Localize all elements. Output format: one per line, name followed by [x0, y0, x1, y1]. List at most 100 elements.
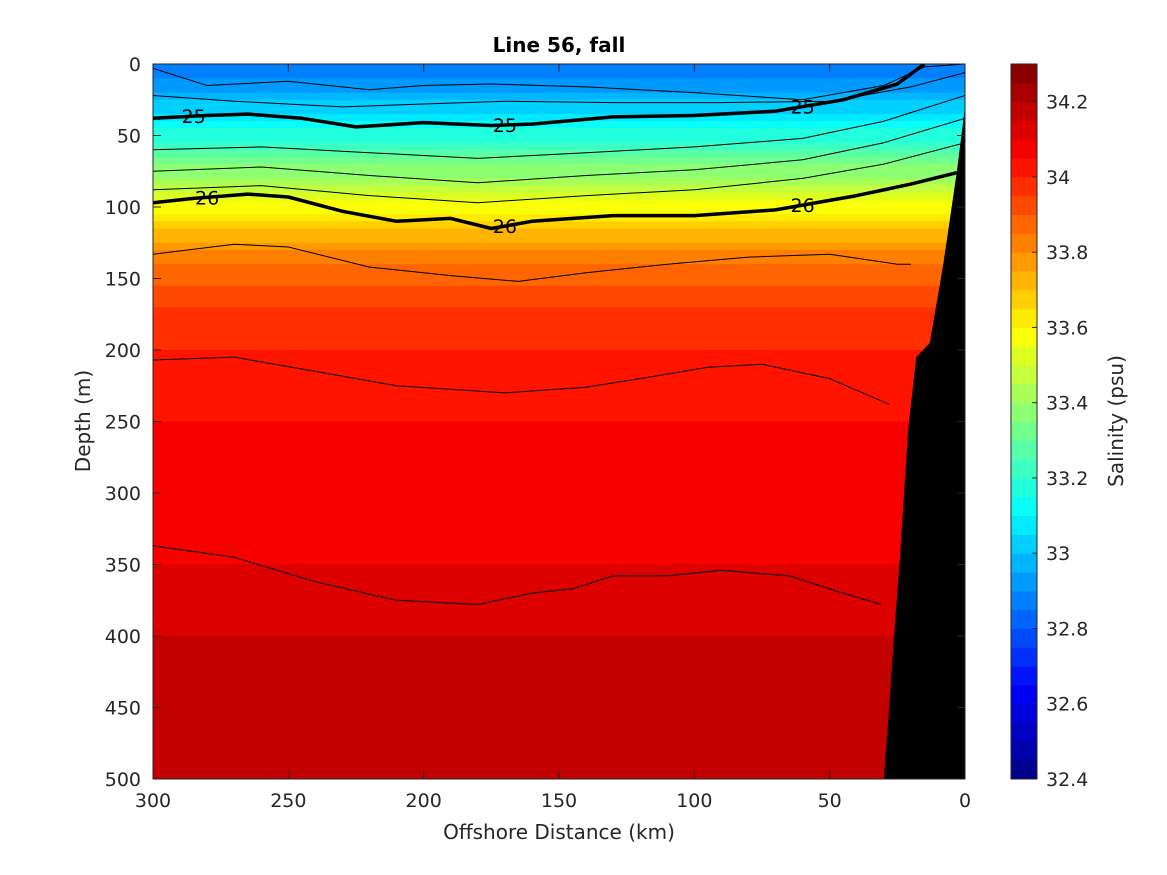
salinity-band [153, 78, 965, 87]
x-axis-label: Offshore Distance (km) [443, 820, 675, 844]
density-contour [153, 356, 890, 405]
salinity-band [153, 164, 965, 172]
salinity-band [153, 71, 965, 79]
density-contour [153, 545, 882, 605]
colorbar-segment [1011, 308, 1037, 328]
salinity-band [153, 385, 965, 394]
salinity-band [153, 736, 965, 744]
colorbar-segment [1011, 64, 1037, 84]
y-tick-label: 300 [105, 483, 141, 505]
salinity-band [153, 92, 965, 101]
salinity-band [153, 121, 965, 129]
colorbar-tick-label: 32.4 [1046, 769, 1088, 791]
salinity-band [153, 643, 965, 651]
salinity-band [153, 714, 965, 723]
salinity-band [153, 557, 965, 566]
salinity-band [153, 199, 965, 208]
salinity-band [153, 407, 965, 415]
colorbar-segment [1011, 176, 1037, 197]
salinity-band [153, 321, 965, 330]
salinity-band [153, 464, 965, 473]
salinity-band [153, 242, 965, 251]
salinity-band [153, 171, 965, 179]
colorbar-ticks: 32.4 32.6 32.8 33 33.2 33.4 33.6 33.8 34 34.2 [1032, 92, 1088, 791]
x-tick-label: 250 [270, 790, 306, 812]
density-contour-bold [153, 171, 958, 231]
salinity-band [153, 249, 965, 258]
colorbar-segment [1011, 741, 1037, 761]
colorbar [1010, 63, 1038, 780]
salinity-band [153, 142, 965, 151]
salinity-band [153, 235, 965, 244]
salinity-band [153, 628, 965, 637]
salinity-band [153, 593, 965, 601]
x-axis-ticks: 300 250 200 150 100 50 0 [135, 64, 971, 812]
salinity-band [153, 457, 965, 465]
salinity-band [153, 357, 965, 365]
density-contour [153, 72, 965, 108]
colorbar-segment [1011, 722, 1037, 742]
y-axis-label: Depth (m) [71, 370, 95, 472]
colorbar-segment [1011, 477, 1037, 498]
colorbar-tick-label: 32.6 [1046, 694, 1088, 716]
salinity-band [153, 671, 965, 680]
colorbar-segment [1011, 534, 1037, 554]
salinity-band [153, 535, 965, 544]
salinity-band [153, 600, 965, 608]
salinity-band [153, 693, 965, 701]
salinity-band [153, 678, 965, 687]
seafloor-bathymetry [875, 106, 965, 779]
contour-label: 26 [195, 187, 219, 209]
contour-label: 25 [791, 97, 815, 119]
salinity-band [153, 192, 965, 201]
salinity-band [153, 114, 965, 122]
density-contour [153, 95, 965, 159]
colorbar-segment [1011, 101, 1037, 121]
colorbar-tick-label: 34 [1046, 167, 1070, 189]
colorbar-label: Salinity (psu) [1104, 355, 1128, 487]
y-tick-label: 200 [105, 340, 141, 362]
salinity-band [153, 135, 965, 144]
y-tick-label: 100 [105, 197, 141, 219]
colorbar-tick-label: 33.2 [1046, 468, 1088, 490]
salinity-band [153, 278, 965, 287]
salinity-band [153, 743, 965, 751]
salinity-band [153, 414, 965, 423]
salinity-band [153, 650, 965, 659]
density-contour [153, 117, 965, 184]
colorbar-tick-label: 33.4 [1046, 393, 1088, 415]
salinity-band [153, 350, 965, 358]
colorbar-segment [1011, 496, 1037, 517]
salinity-band [153, 292, 965, 301]
salinity-band [153, 106, 965, 115]
salinity-band [153, 378, 965, 387]
colorbar-segment [1011, 647, 1037, 667]
x-tick-label: 0 [959, 790, 971, 812]
salinity-band [153, 428, 965, 437]
colorbar-segment [1011, 365, 1037, 385]
salinity-band [153, 285, 965, 294]
colorbar-segment [1011, 82, 1037, 103]
colorbar-segment [1011, 233, 1037, 253]
x-tick-label: 100 [676, 790, 712, 812]
colorbar-segment [1011, 572, 1037, 592]
colorbar-segment [1011, 289, 1037, 310]
salinity-band [153, 400, 965, 408]
y-axis-ticks: 0 50 100 150 200 250 300 350 400 450 500 [105, 54, 965, 791]
y-tick-label: 50 [117, 126, 141, 148]
salinity-band [153, 750, 965, 759]
colorbar-tick-label: 32.8 [1046, 618, 1088, 640]
salinity-band [153, 271, 965, 280]
colorbar-segment [1011, 590, 1037, 611]
colorbar-segment [1011, 270, 1037, 291]
salinity-band [153, 493, 965, 501]
density-contour [153, 64, 965, 101]
colorbar-tick-label: 34.2 [1046, 92, 1088, 114]
salinity-band [153, 764, 965, 773]
colorbar-segment [1011, 252, 1037, 272]
colorbar-segment [1011, 120, 1037, 140]
salinity-band [153, 392, 965, 401]
salinity-band [153, 614, 965, 623]
colorbar-segment [1011, 421, 1037, 441]
salinity-band [153, 721, 965, 730]
